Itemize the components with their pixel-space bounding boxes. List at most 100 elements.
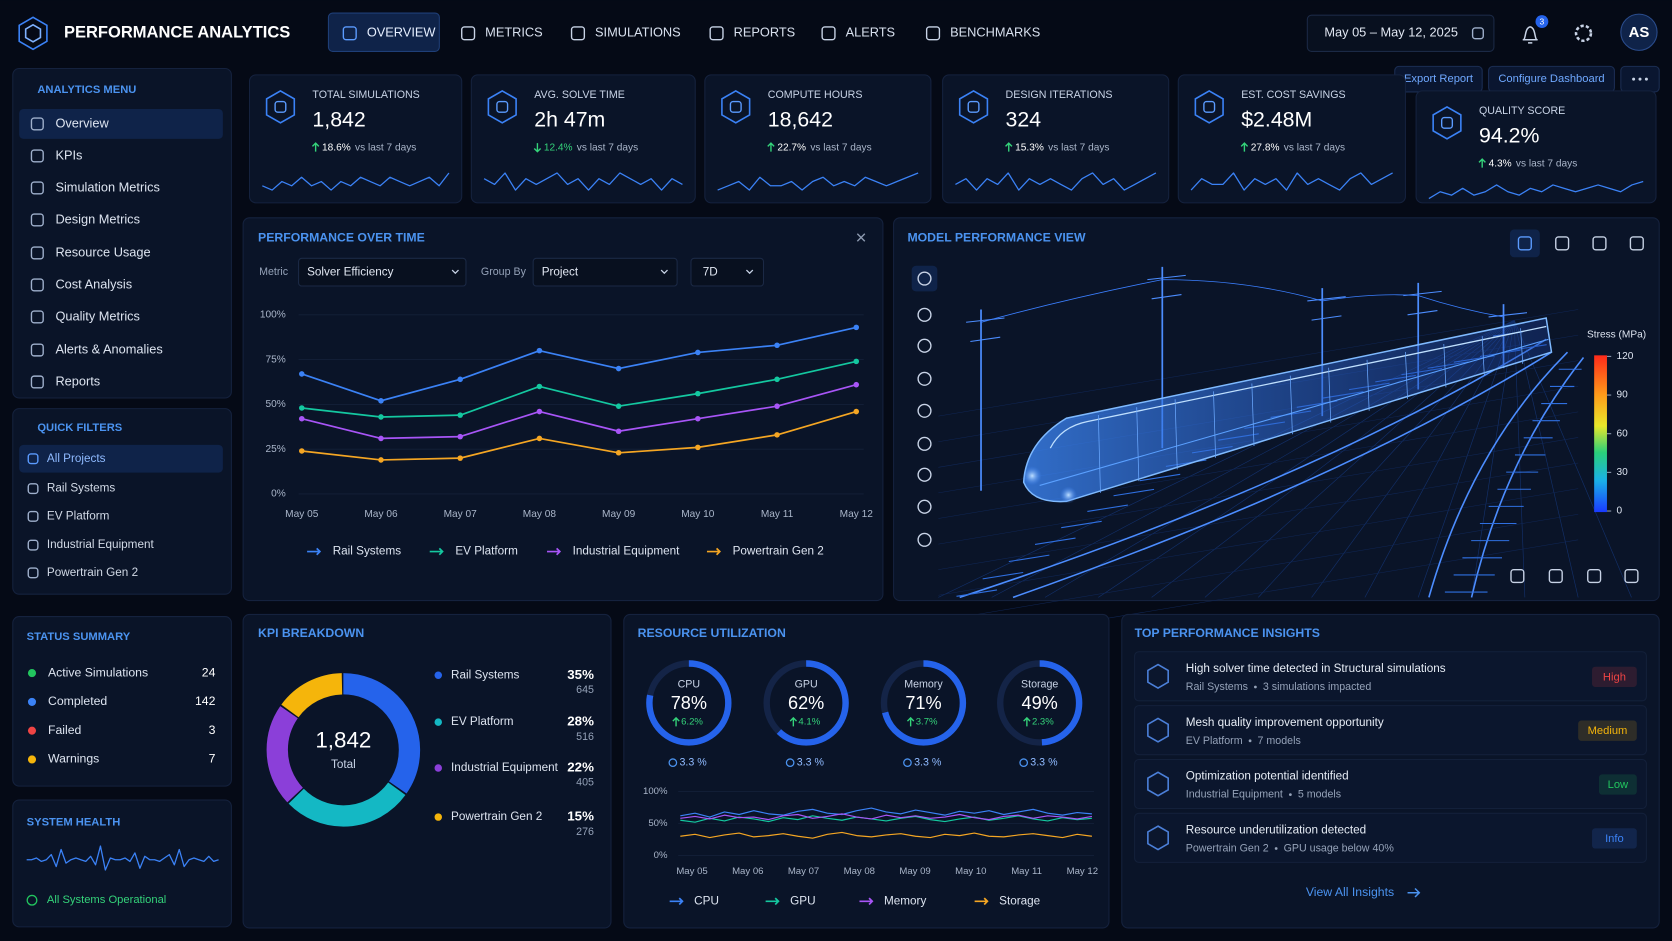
icon <box>1432 105 1462 140</box>
icon <box>342 26 357 41</box>
icon <box>1147 825 1169 851</box>
sleeper <box>982 571 1024 580</box>
data-point <box>774 432 780 438</box>
select[interactable] <box>298 257 467 287</box>
data-point <box>774 403 780 409</box>
insight-row[interactable] <box>1134 812 1647 863</box>
insight-row[interactable] <box>1134 651 1647 702</box>
nav-item[interactable]: ALERTS <box>846 25 896 40</box>
gauge-value: 49% <box>1022 693 1058 713</box>
legend-label: EV Platform <box>451 715 514 728</box>
tool-button[interactable] <box>917 307 932 322</box>
arrow-icon <box>789 716 798 727</box>
tool-button[interactable] <box>917 271 932 286</box>
sleeper <box>1113 488 1155 497</box>
kpi-change-value: 27.8% <box>1251 142 1280 153</box>
avatar[interactable] <box>1620 13 1658 51</box>
menu-item[interactable]: Resource Usage <box>55 244 150 259</box>
y-tick-label: 75% <box>266 354 286 365</box>
menu-item[interactable]: Cost Analysis <box>55 276 132 291</box>
status-value: 7 <box>209 752 216 766</box>
filter-item[interactable]: Powertrain Gen 2 <box>47 566 138 579</box>
tool-button[interactable] <box>917 403 932 418</box>
tool-button[interactable] <box>917 436 932 451</box>
arrow-icon <box>533 143 542 153</box>
insights-link[interactable]: View All Insights <box>1306 885 1394 899</box>
kpi-change-value: 12.4% <box>544 142 573 153</box>
filter-item[interactable]: Rail Systems <box>47 482 116 495</box>
data-point <box>853 358 860 365</box>
tool-button[interactable] <box>917 467 932 482</box>
tool-button[interactable] <box>917 371 932 386</box>
settings-icon[interactable] <box>1574 24 1593 43</box>
insight-row[interactable] <box>1134 758 1647 810</box>
tool-button[interactable] <box>917 532 932 547</box>
nav-item[interactable]: BENCHMARKS <box>950 25 1040 40</box>
icon <box>1147 717 1169 743</box>
filter-item[interactable]: All Projects <box>47 452 106 465</box>
bell-icon[interactable] <box>1522 26 1538 44</box>
pylon-arm <box>1307 296 1346 302</box>
menu-item[interactable]: Quality Metrics <box>55 308 140 323</box>
close-icon[interactable] <box>856 233 866 242</box>
action-label: Export Report <box>1404 73 1474 85</box>
series-line <box>301 360 857 418</box>
x-tick-label: May 10 <box>681 509 715 520</box>
gauge-change: 6.2% <box>681 717 703 728</box>
icon <box>30 343 44 357</box>
scale-label: 120 <box>1617 351 1634 362</box>
filter-item[interactable]: Industrial Equipment <box>47 538 155 551</box>
menu-item[interactable]: Simulation Metrics <box>55 179 159 194</box>
filter-item[interactable]: EV Platform <box>47 509 110 522</box>
menu-item[interactable]: Alerts & Anomalies <box>55 341 162 356</box>
tool-button[interactable] <box>917 338 932 353</box>
nav-item[interactable]: REPORTS <box>734 25 796 40</box>
icon <box>30 213 44 227</box>
health-trace <box>26 845 219 871</box>
gauge-baseline: 3.3 % <box>1030 756 1058 768</box>
kpi-change-value: 22.7% <box>777 142 806 153</box>
insight-title: Optimization potential identified <box>1186 770 1349 783</box>
insight-row[interactable] <box>1134 705 1647 756</box>
select[interactable] <box>532 257 678 287</box>
data-point <box>853 381 860 388</box>
kpi-change-note: vs last 7 days <box>1284 142 1345 153</box>
icon <box>18 16 48 51</box>
menu-item[interactable]: Overview <box>55 115 109 130</box>
insight-project: EV Platform <box>1186 735 1243 747</box>
tool-button[interactable] <box>917 499 932 514</box>
gauge-arc <box>646 660 732 746</box>
icon <box>1471 27 1484 40</box>
insight-badge <box>1578 720 1637 741</box>
legend-label: Memory <box>884 894 926 907</box>
series-line <box>680 831 1092 839</box>
legend-label: Industrial Equipment <box>451 761 559 774</box>
donut-total-label: Total <box>331 758 356 771</box>
gauge-change: 3.7% <box>916 717 938 728</box>
nav-item[interactable]: SIMULATIONS <box>595 25 681 40</box>
date-range-box[interactable] <box>1306 14 1495 52</box>
panel <box>1177 74 1406 204</box>
train-rib <box>1097 415 1101 493</box>
kpi-label: DESIGN ITERATIONS <box>1006 89 1113 101</box>
data-point <box>378 414 384 420</box>
menu-item[interactable]: Design Metrics <box>55 211 140 226</box>
arrow-icon <box>1005 142 1013 152</box>
data-point <box>298 415 305 422</box>
menu-item[interactable]: Reports <box>55 373 100 388</box>
menu-item[interactable]: KPIs <box>55 147 82 162</box>
train-window <box>1049 325 1547 449</box>
nav-item[interactable]: OVERVIEW <box>367 25 437 40</box>
icon <box>1517 236 1532 251</box>
kpi-sparkline <box>955 172 1157 191</box>
train-body <box>1022 317 1553 503</box>
separator-dot <box>1254 685 1257 689</box>
select[interactable] <box>690 257 765 287</box>
more-dot <box>1644 77 1648 81</box>
nav-item[interactable]: METRICS <box>485 25 543 40</box>
slice-count: 276 <box>576 826 594 838</box>
y-tick-label: 100% <box>643 786 668 797</box>
y-tick-label: 0% <box>654 850 668 861</box>
section-title: QUICK FILTERS <box>37 422 122 434</box>
arrow-icon <box>311 142 320 152</box>
